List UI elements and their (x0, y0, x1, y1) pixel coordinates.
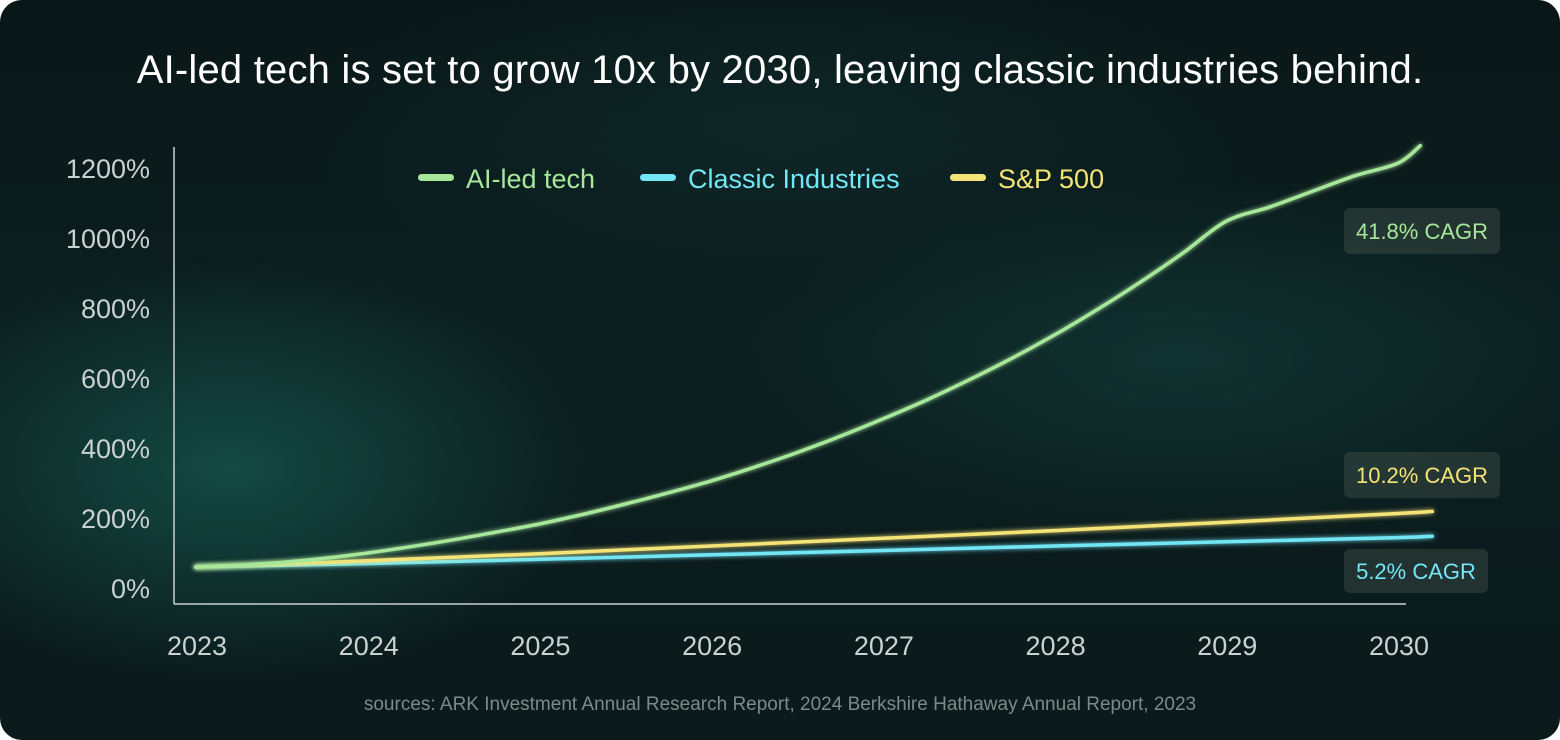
cagr-label: 10.2% CAGR (1356, 463, 1488, 488)
x-tick-label: 2024 (339, 631, 399, 661)
chart-title: AI-led tech is set to grow 10x by 2030, … (136, 48, 1424, 92)
y-tick-label: 1200% (66, 154, 150, 184)
legend-swatch (640, 174, 676, 181)
y-tick-label: 800% (81, 294, 150, 324)
x-tick-label: 2029 (1197, 631, 1257, 661)
cagr-badge-bg (1344, 208, 1500, 254)
legend-label: AI-led tech (466, 164, 595, 194)
y-tick-label: 1000% (66, 224, 150, 254)
legend-label: S&P 500 (998, 164, 1104, 194)
x-tick-label: 2025 (510, 631, 570, 661)
legend-label: Classic Industries (688, 164, 900, 194)
x-tick-label: 2030 (1369, 631, 1429, 661)
x-tick-label: 2027 (854, 631, 914, 661)
cagr-badge: 10.2% CAGR (1344, 452, 1500, 498)
series-line-s-p-500 (194, 509, 1435, 569)
y-tick-label: 200% (81, 504, 150, 534)
legend-swatch (950, 174, 986, 181)
cagr-label: 5.2% CAGR (1356, 559, 1476, 584)
cagr-badge: 5.2% CAGR (1344, 549, 1488, 593)
x-tick-label: 2026 (682, 631, 742, 661)
x-tick-label: 2028 (1026, 631, 1086, 661)
cagr-badge: 41.8% CAGR (1344, 208, 1500, 254)
legend-item: S&P 500 (950, 164, 1104, 194)
legend-item: AI-led tech (418, 164, 595, 194)
x-tick-label: 2023 (167, 631, 227, 661)
y-tick-label: 400% (81, 434, 150, 464)
y-tick-label: 0% (111, 574, 150, 604)
series-line-classic-industries (194, 534, 1435, 569)
legend-swatch (418, 174, 454, 181)
legend-item: Classic Industries (640, 164, 900, 194)
cagr-badge-bg (1344, 549, 1488, 593)
y-tick-label: 600% (81, 364, 150, 394)
series-line-ai-led-tech (194, 143, 1423, 569)
cagr-badge-bg (1344, 452, 1500, 498)
source-note: sources: ARK Investment Annual Research … (363, 694, 1197, 715)
cagr-label: 41.8% CAGR (1356, 219, 1488, 244)
